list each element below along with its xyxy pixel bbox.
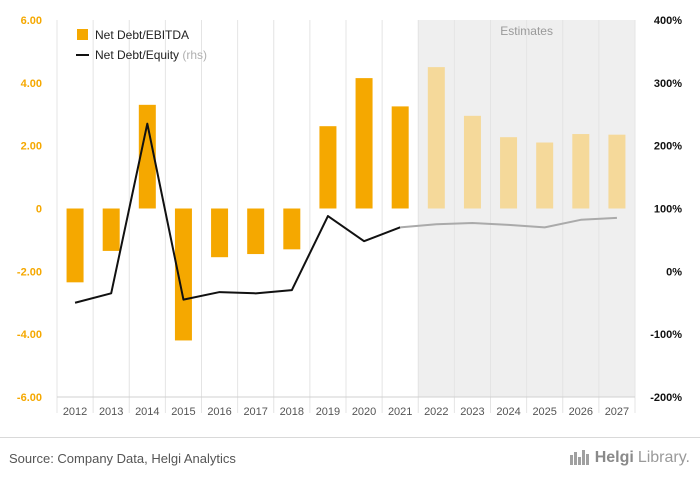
source-note: Source: Company Data, Helgi Analytics	[9, 451, 236, 466]
right-axis-tick-label: -200%	[650, 392, 682, 404]
left-axis-tick-label: 4.00	[21, 78, 42, 90]
x-axis-tick-label: 2020	[352, 406, 376, 418]
x-axis-tick-label: 2017	[243, 406, 267, 418]
bar-2017	[247, 208, 265, 255]
bar-2012	[66, 208, 84, 283]
helgi-library-logo-icon	[569, 450, 589, 465]
legend-rhs-suffix: (rhs)	[182, 48, 207, 62]
left-axis-tick-label: 2.00	[21, 141, 42, 153]
x-axis-tick-label: 2022	[424, 406, 448, 418]
right-axis-tick-label: 300%	[654, 78, 682, 90]
line-net-debt-equity-actual	[74, 122, 401, 304]
legend-label-net-debt-equity: Net Debt/Equity (rhs)	[95, 48, 207, 62]
bar-2014	[138, 104, 156, 209]
bar-2019	[319, 126, 337, 209]
left-axis-tick-label: -6.00	[17, 392, 42, 404]
x-axis-tick-label: 2026	[569, 406, 593, 418]
x-axis-tick-label: 2015	[171, 406, 195, 418]
left-axis-tick-label: -2.00	[17, 266, 42, 278]
bar-2020	[355, 78, 373, 209]
x-axis-tick-label: 2014	[135, 406, 159, 418]
x-axis-tick-label: 2027	[605, 406, 629, 418]
x-axis-tick-label: 2025	[532, 406, 556, 418]
brand-logo: Helgi Library.	[569, 449, 690, 467]
right-axis-tick-label: 200%	[654, 141, 682, 153]
x-axis-tick-label: 2018	[280, 406, 304, 418]
right-axis-tick-label: 400%	[654, 15, 682, 27]
left-axis-tick-label: -4.00	[17, 329, 42, 341]
bar-2015	[174, 208, 192, 341]
right-axis-tick-label: 0%	[666, 266, 682, 278]
x-axis-tick-label: 2024	[496, 406, 520, 418]
bar-2018	[283, 208, 301, 250]
bar-2026	[572, 134, 590, 209]
x-axis-tick-label: 2016	[207, 406, 231, 418]
bar-2025	[536, 142, 554, 209]
right-axis-tick-label: 100%	[654, 204, 682, 216]
footer-divider	[0, 437, 700, 438]
x-axis-tick-label: 2023	[460, 406, 484, 418]
legend-label-net-debt-ebitda: Net Debt/EBITDA	[95, 28, 189, 42]
legend-swatch-net-debt-ebitda	[77, 29, 88, 40]
footer: Source: Company Data, Helgi Analytics He…	[0, 437, 700, 483]
x-axis-tick-label: 2019	[316, 406, 340, 418]
bar-2013	[102, 208, 120, 251]
bar-2023	[463, 115, 481, 209]
x-axis-tick-label: 2013	[99, 406, 123, 418]
left-axis-tick-label: 0	[36, 204, 42, 216]
bar-2016	[211, 208, 229, 258]
bar-2021	[391, 106, 409, 209]
right-axis-tick-label: -100%	[650, 329, 682, 341]
line-net-debt-equity-estimate	[400, 216, 617, 229]
bar-2027	[608, 134, 626, 209]
brand-name: Helgi	[594, 449, 634, 466]
bar-2022	[427, 67, 445, 209]
left-axis-tick-label: 6.00	[21, 15, 42, 27]
brand-name-suffix: Library.	[637, 449, 690, 466]
bar-2024	[500, 137, 518, 209]
x-axis-tick-label: 2012	[63, 406, 87, 418]
chart-canvas: Estimates 6.004.002.000-2.00-4.00-6.0040…	[17, 15, 682, 418]
x-axis-tick-label: 2021	[388, 406, 412, 418]
